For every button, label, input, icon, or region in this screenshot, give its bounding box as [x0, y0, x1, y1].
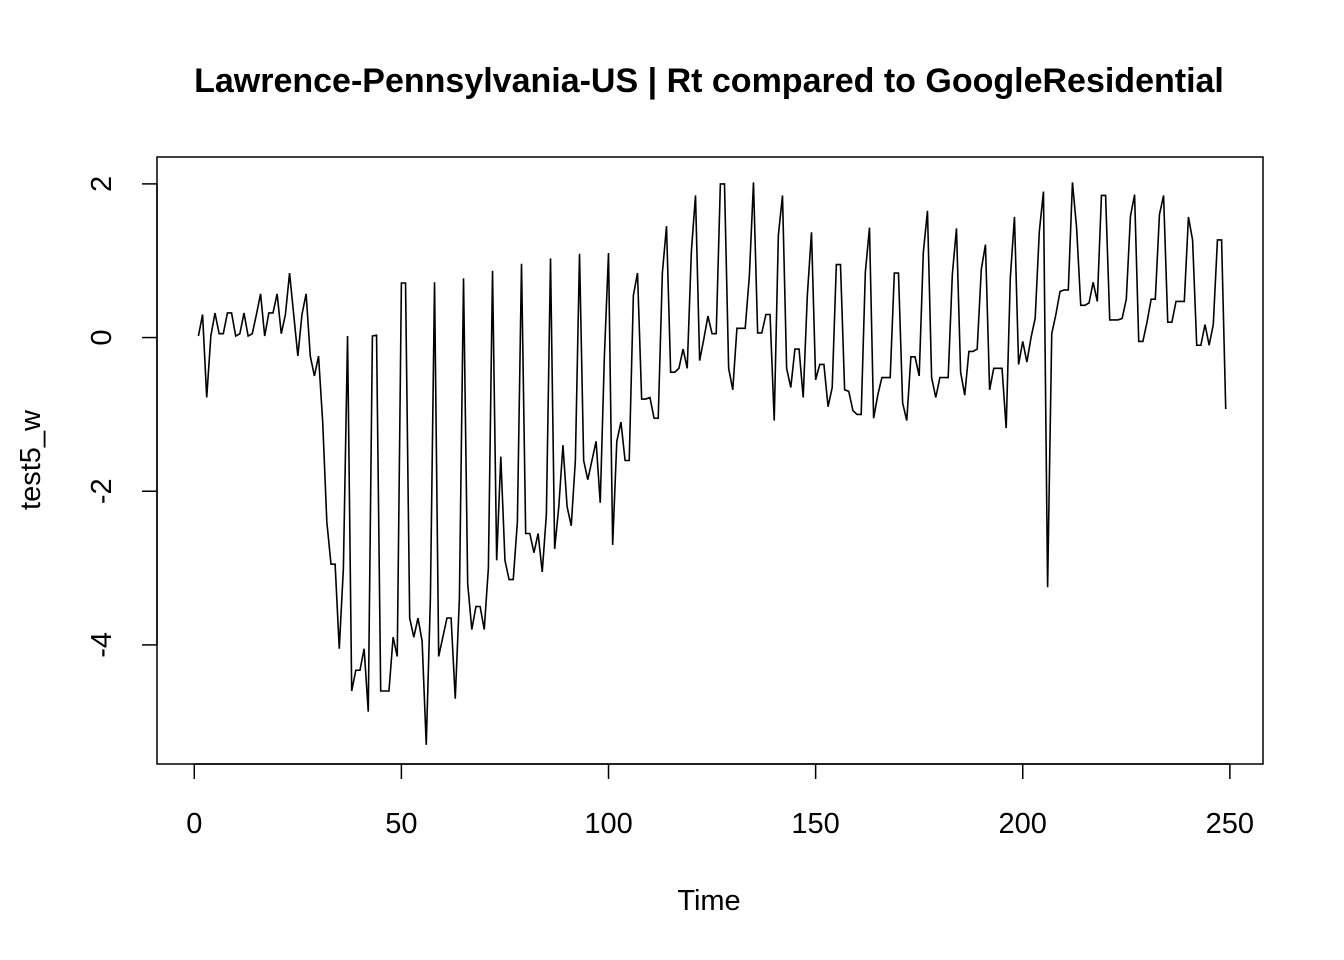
x-axis: 0 50 100 150 200 250 — [186, 763, 1254, 840]
series-line — [197, 182, 1227, 745]
x-tick-label: 250 — [1206, 808, 1254, 840]
x-tick-label: 100 — [584, 808, 632, 840]
x-tick-label: 150 — [791, 808, 839, 840]
plot-frame — [156, 156, 1264, 765]
x-tick-label: 200 — [999, 808, 1047, 840]
y-tick-label: -2 — [86, 478, 118, 504]
y-tick-label: -4 — [86, 632, 118, 658]
x-tick-label: 50 — [385, 808, 417, 840]
x-tick-label: 0 — [186, 808, 202, 840]
y-axis: -4 -2 0 2 — [86, 176, 158, 658]
chart-title: Lawrence-Pennsylvania-US | Rt compared t… — [194, 62, 1224, 100]
x-axis-title: Time — [677, 885, 740, 917]
y-tick-label: 0 — [86, 329, 118, 345]
y-tick-label: 2 — [86, 176, 118, 192]
y-axis-title: test5_w — [15, 409, 47, 510]
